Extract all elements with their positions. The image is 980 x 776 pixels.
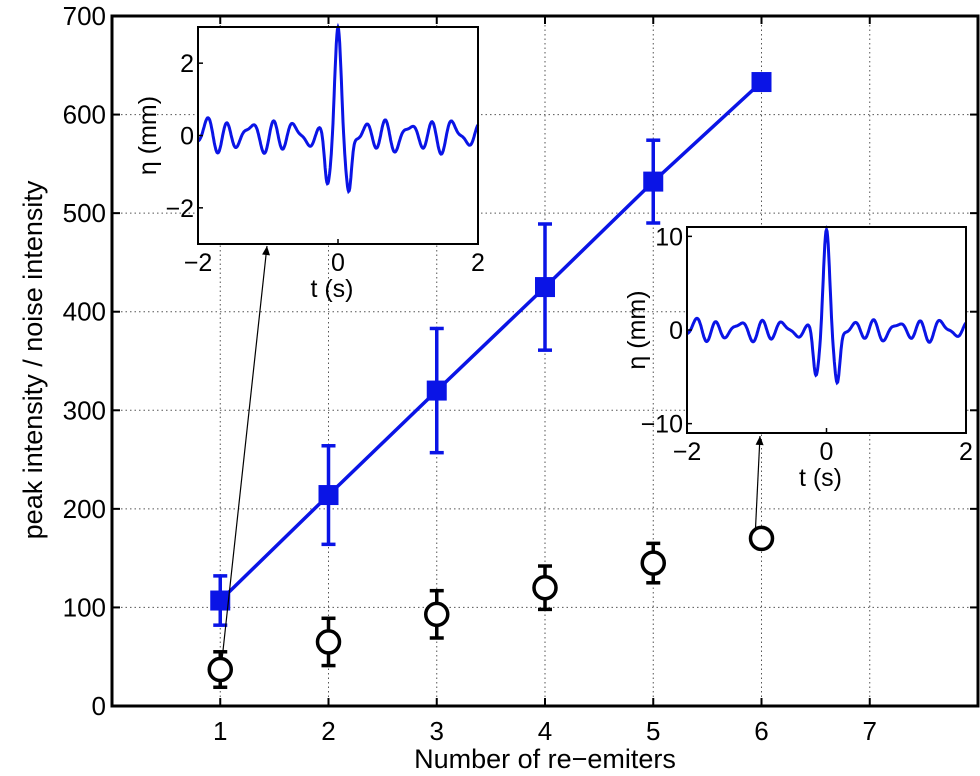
data-point — [748, 525, 775, 552]
y-tick-label: 400 — [63, 297, 106, 327]
data-point — [424, 601, 450, 628]
inset-y-axis-label: η (mm) — [134, 96, 162, 175]
pointer-arrowhead — [262, 246, 270, 256]
inset-x-tick-label: 2 — [471, 249, 485, 277]
x-tick-label: 7 — [863, 716, 877, 746]
inset-2: −2 0 2 10 0 −10 t (s) η (mm) — [623, 223, 973, 492]
inset-background — [687, 227, 966, 433]
data-point — [640, 550, 666, 576]
data-point — [315, 629, 342, 655]
pointer-arrow — [754, 435, 761, 529]
data-point — [426, 380, 447, 401]
y-tick-label: 0 — [92, 691, 106, 721]
series-line — [219, 80, 763, 602]
inset-x-tick-label: 2 — [959, 438, 973, 466]
plot-frame — [110, 14, 980, 708]
inset-x-tick-label: 0 — [331, 249, 345, 277]
inset-frame — [686, 226, 967, 434]
x-axis-label: Number of re−emiters — [414, 744, 676, 774]
y-tick-label: 500 — [63, 198, 106, 228]
inset-x-tick-label: −2 — [184, 249, 213, 277]
inset-x-axis-label: t (s) — [799, 464, 842, 492]
x-tick-label: 2 — [321, 716, 335, 746]
data-point — [535, 277, 555, 298]
series-2 — [207, 525, 775, 690]
pointer-arrowhead — [755, 436, 764, 446]
y-tick-label: 700 — [63, 1, 106, 31]
y-tick-label: 300 — [63, 395, 106, 425]
y-axis-label: peak intensity / noise intensity — [18, 180, 48, 539]
inset-y-tick-label: 0 — [669, 317, 683, 345]
inset-x-tick-label: 0 — [820, 438, 834, 466]
inset-waveform — [686, 224, 968, 386]
inset-y-tick-label: 2 — [180, 50, 194, 78]
x-tick-label: 4 — [538, 716, 552, 746]
data-point — [318, 485, 339, 506]
data-point — [751, 72, 772, 93]
inset-background — [198, 27, 478, 244]
inset-y-tick-label: −2 — [165, 195, 194, 223]
inset-y-axis-label: η (mm) — [623, 290, 651, 369]
x-tick-label: 1 — [213, 716, 227, 746]
x-tick-label: 3 — [430, 716, 444, 746]
inset-x-tick-label: −2 — [673, 438, 702, 466]
inset-frame — [197, 26, 479, 245]
inset-pointer-arrows — [221, 245, 764, 658]
y-tick-label: 200 — [63, 494, 106, 524]
x-tick-label: 5 — [646, 716, 660, 746]
y-tick-label: 600 — [63, 100, 106, 130]
inset-y-tick-label: −10 — [641, 411, 683, 439]
data-point — [532, 574, 558, 601]
data-point — [207, 656, 233, 683]
data-point — [210, 590, 231, 611]
inset-y-tick-label: 0 — [180, 123, 194, 151]
inset-x-axis-label: t (s) — [310, 275, 353, 303]
y-tick-label: 100 — [63, 592, 106, 622]
pointer-arrow — [221, 245, 268, 658]
inset-1: −2 0 2 2 0 −2 t (s) η (mm) — [134, 22, 485, 303]
x-tick-label: 6 — [754, 716, 768, 746]
inset-y-tick-label: 10 — [655, 223, 683, 251]
data-point — [643, 171, 664, 192]
series-1 — [210, 72, 772, 627]
